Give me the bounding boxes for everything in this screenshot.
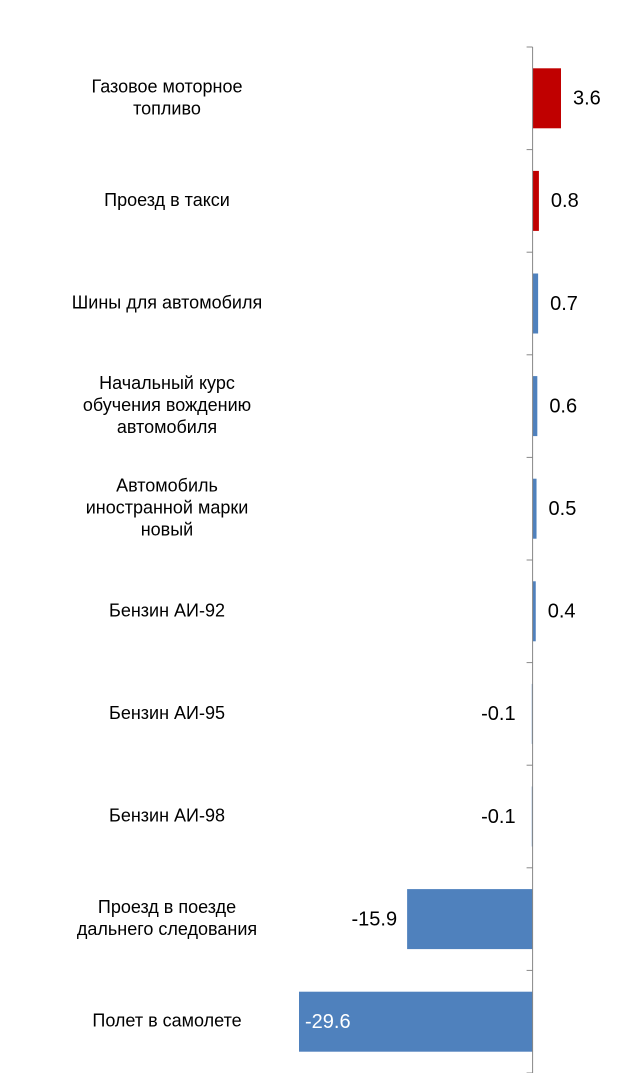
value-label: 0.7 [550,293,578,315]
value-label: -0.1 [481,806,515,828]
category-label: Проезд в поезде дальнего следования [77,897,257,939]
bar [407,889,533,950]
category-label: Автомобиль иностранной марки новый [86,475,249,539]
bar [532,170,539,231]
value-label: -15.9 [352,908,398,930]
bar [299,991,533,1052]
category-label: Начальный курс обучения вождению автомобил… [83,373,251,437]
category-label: Проезд в такси [104,190,230,210]
value-label: -0.1 [481,703,515,725]
value-label: 0.5 [549,498,577,520]
category-label: Полет в самолете [92,1010,241,1030]
bar [532,68,561,129]
bar [532,478,537,539]
bar [532,581,536,642]
category-label: Бензин АИ-95 [109,703,225,723]
category-label: Шины для автомобиля [72,292,262,312]
category-label: Бензин АИ-98 [109,805,225,825]
value-label: 0.4 [548,601,576,623]
bar [532,376,538,437]
category-label: Бензин АИ-92 [109,600,225,620]
value-label: 3.6 [573,88,601,110]
bar [532,273,539,334]
category-label: Газовое моторное топливо [91,76,242,118]
value-label: 0.8 [551,190,579,212]
value-label: -29.6 [305,1011,351,1033]
value-label: 0.6 [549,395,577,417]
